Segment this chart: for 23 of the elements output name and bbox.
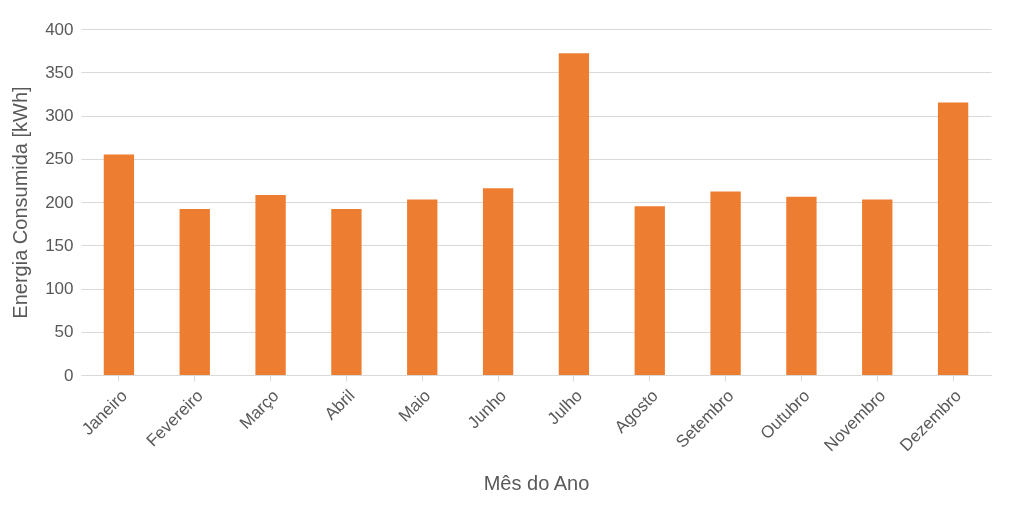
bar bbox=[710, 191, 741, 375]
bar bbox=[862, 199, 893, 375]
y-tick-label: 250 bbox=[45, 149, 74, 169]
y-tick-label: 100 bbox=[45, 279, 74, 298]
bar bbox=[103, 154, 135, 375]
bar bbox=[634, 206, 665, 375]
bar bbox=[937, 102, 969, 375]
bar bbox=[407, 199, 438, 375]
y-axis-title: Energia Consumida [kWh] bbox=[9, 86, 32, 319]
bar bbox=[786, 196, 817, 375]
y-tick-label: 350 bbox=[45, 62, 74, 82]
bar bbox=[482, 188, 514, 375]
bar bbox=[558, 53, 590, 375]
bar bbox=[179, 208, 210, 375]
y-tick-label: 300 bbox=[45, 106, 74, 125]
y-tick-label: 200 bbox=[45, 192, 74, 212]
y-tick-label: 150 bbox=[45, 235, 74, 255]
bar bbox=[331, 208, 362, 375]
y-tick-label: 50 bbox=[54, 322, 74, 342]
y-tick-label: 400 bbox=[45, 19, 74, 39]
bar bbox=[255, 195, 286, 375]
y-tick-label: 0 bbox=[64, 365, 74, 385]
x-axis-title: Mês do Ano bbox=[483, 472, 590, 495]
